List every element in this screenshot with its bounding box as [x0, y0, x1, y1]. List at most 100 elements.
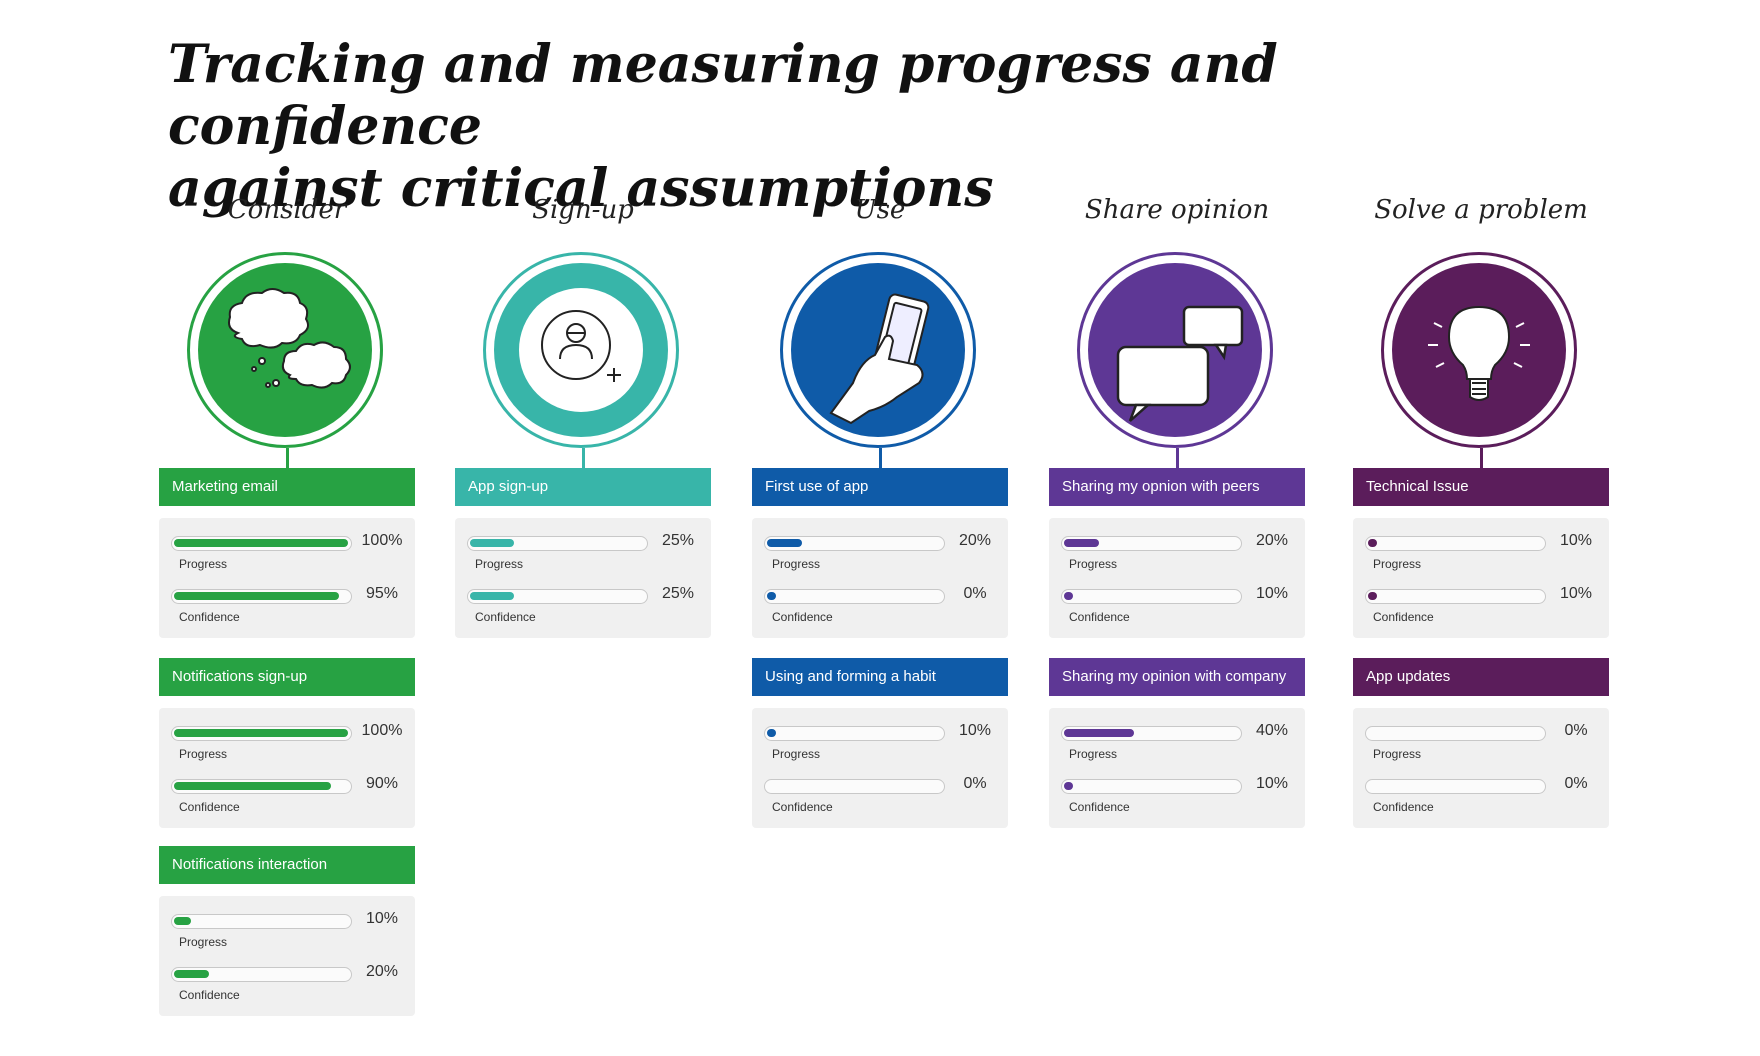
thought-bubbles-icon [198, 263, 372, 437]
progress-label: Progress [772, 747, 821, 761]
confidence-metric: 90% Confidence [171, 771, 407, 815]
progress-bar [1365, 726, 1546, 741]
confidence-percent: 20% [365, 963, 399, 980]
stage-circle [1077, 252, 1273, 448]
progress-metric: 20% Progress [1061, 528, 1297, 572]
assumption-header: Notifications interaction [159, 846, 415, 884]
progress-bar [1061, 726, 1242, 741]
progress-metric: 40% Progress [1061, 718, 1297, 762]
progress-percent: 20% [958, 532, 992, 549]
confidence-bar [1061, 589, 1242, 604]
metrics-card: 100% Progress 90% Confidence [159, 708, 415, 828]
stage-title: Use [854, 195, 906, 225]
assumption-group: Notifications sign-up 100% Progress 90% Conf… [159, 658, 415, 828]
light-bulb-icon [1392, 263, 1566, 437]
confidence-bar [171, 589, 352, 604]
metrics-card: 10% Progress 10% Confidence [1353, 518, 1609, 638]
stage-column-sign-up: Sign-up App sign-up 25% Progress 25% Confide… [455, 190, 711, 638]
progress-bar [764, 536, 945, 551]
confidence-label: Confidence [179, 988, 240, 1002]
progress-bar-fill [174, 729, 348, 737]
confidence-metric: 20% Confidence [171, 959, 407, 1003]
confidence-bar [467, 589, 648, 604]
confidence-percent: 10% [1255, 585, 1289, 602]
progress-bar [171, 914, 352, 929]
stage-title: Consider [227, 195, 347, 225]
progress-bar [171, 536, 352, 551]
confidence-bar-fill [1064, 592, 1073, 600]
progress-percent: 10% [1559, 532, 1593, 549]
speech-bubbles-icon [1088, 263, 1262, 437]
assumption-group: First use of app 20% Progress 0% Confidence [752, 468, 1008, 638]
progress-percent: 0% [1564, 722, 1588, 739]
progress-metric: 20% Progress [764, 528, 1000, 572]
confidence-metric: 0% Confidence [1365, 771, 1601, 815]
progress-percent: 25% [661, 532, 695, 549]
metrics-card: 100% Progress 95% Confidence [159, 518, 415, 638]
progress-percent: 10% [365, 910, 399, 927]
progress-bar-fill [767, 729, 776, 737]
confidence-bar [1061, 779, 1242, 794]
progress-percent: 20% [1255, 532, 1289, 549]
metrics-card: 10% Progress 20% Confidence [159, 896, 415, 1016]
confidence-percent: 10% [1559, 585, 1593, 602]
stage-title: Sign-up [532, 195, 634, 225]
metrics-card: 25% Progress 25% Confidence [455, 518, 711, 638]
confidence-percent: 95% [365, 585, 399, 602]
confidence-metric: 10% Confidence [1061, 581, 1297, 625]
confidence-metric: 10% Confidence [1365, 581, 1601, 625]
confidence-label: Confidence [475, 610, 536, 624]
progress-metric: 0% Progress [1365, 718, 1601, 762]
confidence-percent: 25% [661, 585, 695, 602]
hand-holding-phone-icon [791, 263, 965, 437]
confidence-percent: 90% [365, 775, 399, 792]
confidence-bar-fill [470, 592, 514, 600]
progress-percent: 100% [361, 722, 403, 739]
metrics-card: 40% Progress 10% Confidence [1049, 708, 1305, 828]
progress-bar-fill [1064, 729, 1134, 737]
stage-circle [1381, 252, 1577, 448]
progress-label: Progress [772, 557, 821, 571]
progress-bar-fill [1064, 539, 1099, 547]
connector-line [1176, 448, 1179, 468]
confidence-label: Confidence [772, 800, 833, 814]
assumption-group: Technical Issue 10% Progress 10% Confidence [1353, 468, 1609, 638]
confidence-bar-fill [767, 592, 776, 600]
progress-bar [1061, 536, 1242, 551]
assumption-header: Sharing my opinion with company [1049, 658, 1305, 696]
confidence-bar [171, 779, 352, 794]
add-user-icon [494, 263, 668, 437]
confidence-bar-fill [1368, 592, 1377, 600]
progress-bar-fill [1368, 539, 1377, 547]
metrics-card: 0% Progress 0% Confidence [1353, 708, 1609, 828]
confidence-percent: 0% [1564, 775, 1588, 792]
stage-circle [780, 252, 976, 448]
confidence-percent: 0% [963, 585, 987, 602]
assumption-header: Notifications sign-up [159, 658, 415, 696]
progress-metric: 25% Progress [467, 528, 703, 572]
confidence-label: Confidence [1069, 610, 1130, 624]
stage-circle [483, 252, 679, 448]
progress-bar-fill [174, 917, 192, 925]
confidence-metric: 95% Confidence [171, 581, 407, 625]
connector-line [286, 448, 289, 468]
confidence-bar-fill [174, 782, 331, 790]
confidence-label: Confidence [1373, 800, 1434, 814]
confidence-label: Confidence [179, 800, 240, 814]
progress-bar-fill [174, 539, 348, 547]
progress-percent: 10% [958, 722, 992, 739]
metrics-card: 10% Progress 0% Confidence [752, 708, 1008, 828]
confidence-bar [1365, 779, 1546, 794]
confidence-label: Confidence [1069, 800, 1130, 814]
confidence-label: Confidence [179, 610, 240, 624]
assumption-group: Notifications interaction 10% Progress 20% C… [159, 846, 415, 1016]
progress-label: Progress [1373, 747, 1422, 761]
stage-column-consider: Consider Marketing email 100% Progress 95% C… [159, 190, 415, 1016]
metrics-card: 20% Progress 0% Confidence [752, 518, 1008, 638]
confidence-bar [764, 589, 945, 604]
stage-title: Share opinion [1084, 195, 1270, 225]
connector-line [1480, 448, 1483, 468]
progress-metric: 10% Progress [764, 718, 1000, 762]
connector-line [582, 448, 585, 468]
metrics-card: 20% Progress 10% Confidence [1049, 518, 1305, 638]
